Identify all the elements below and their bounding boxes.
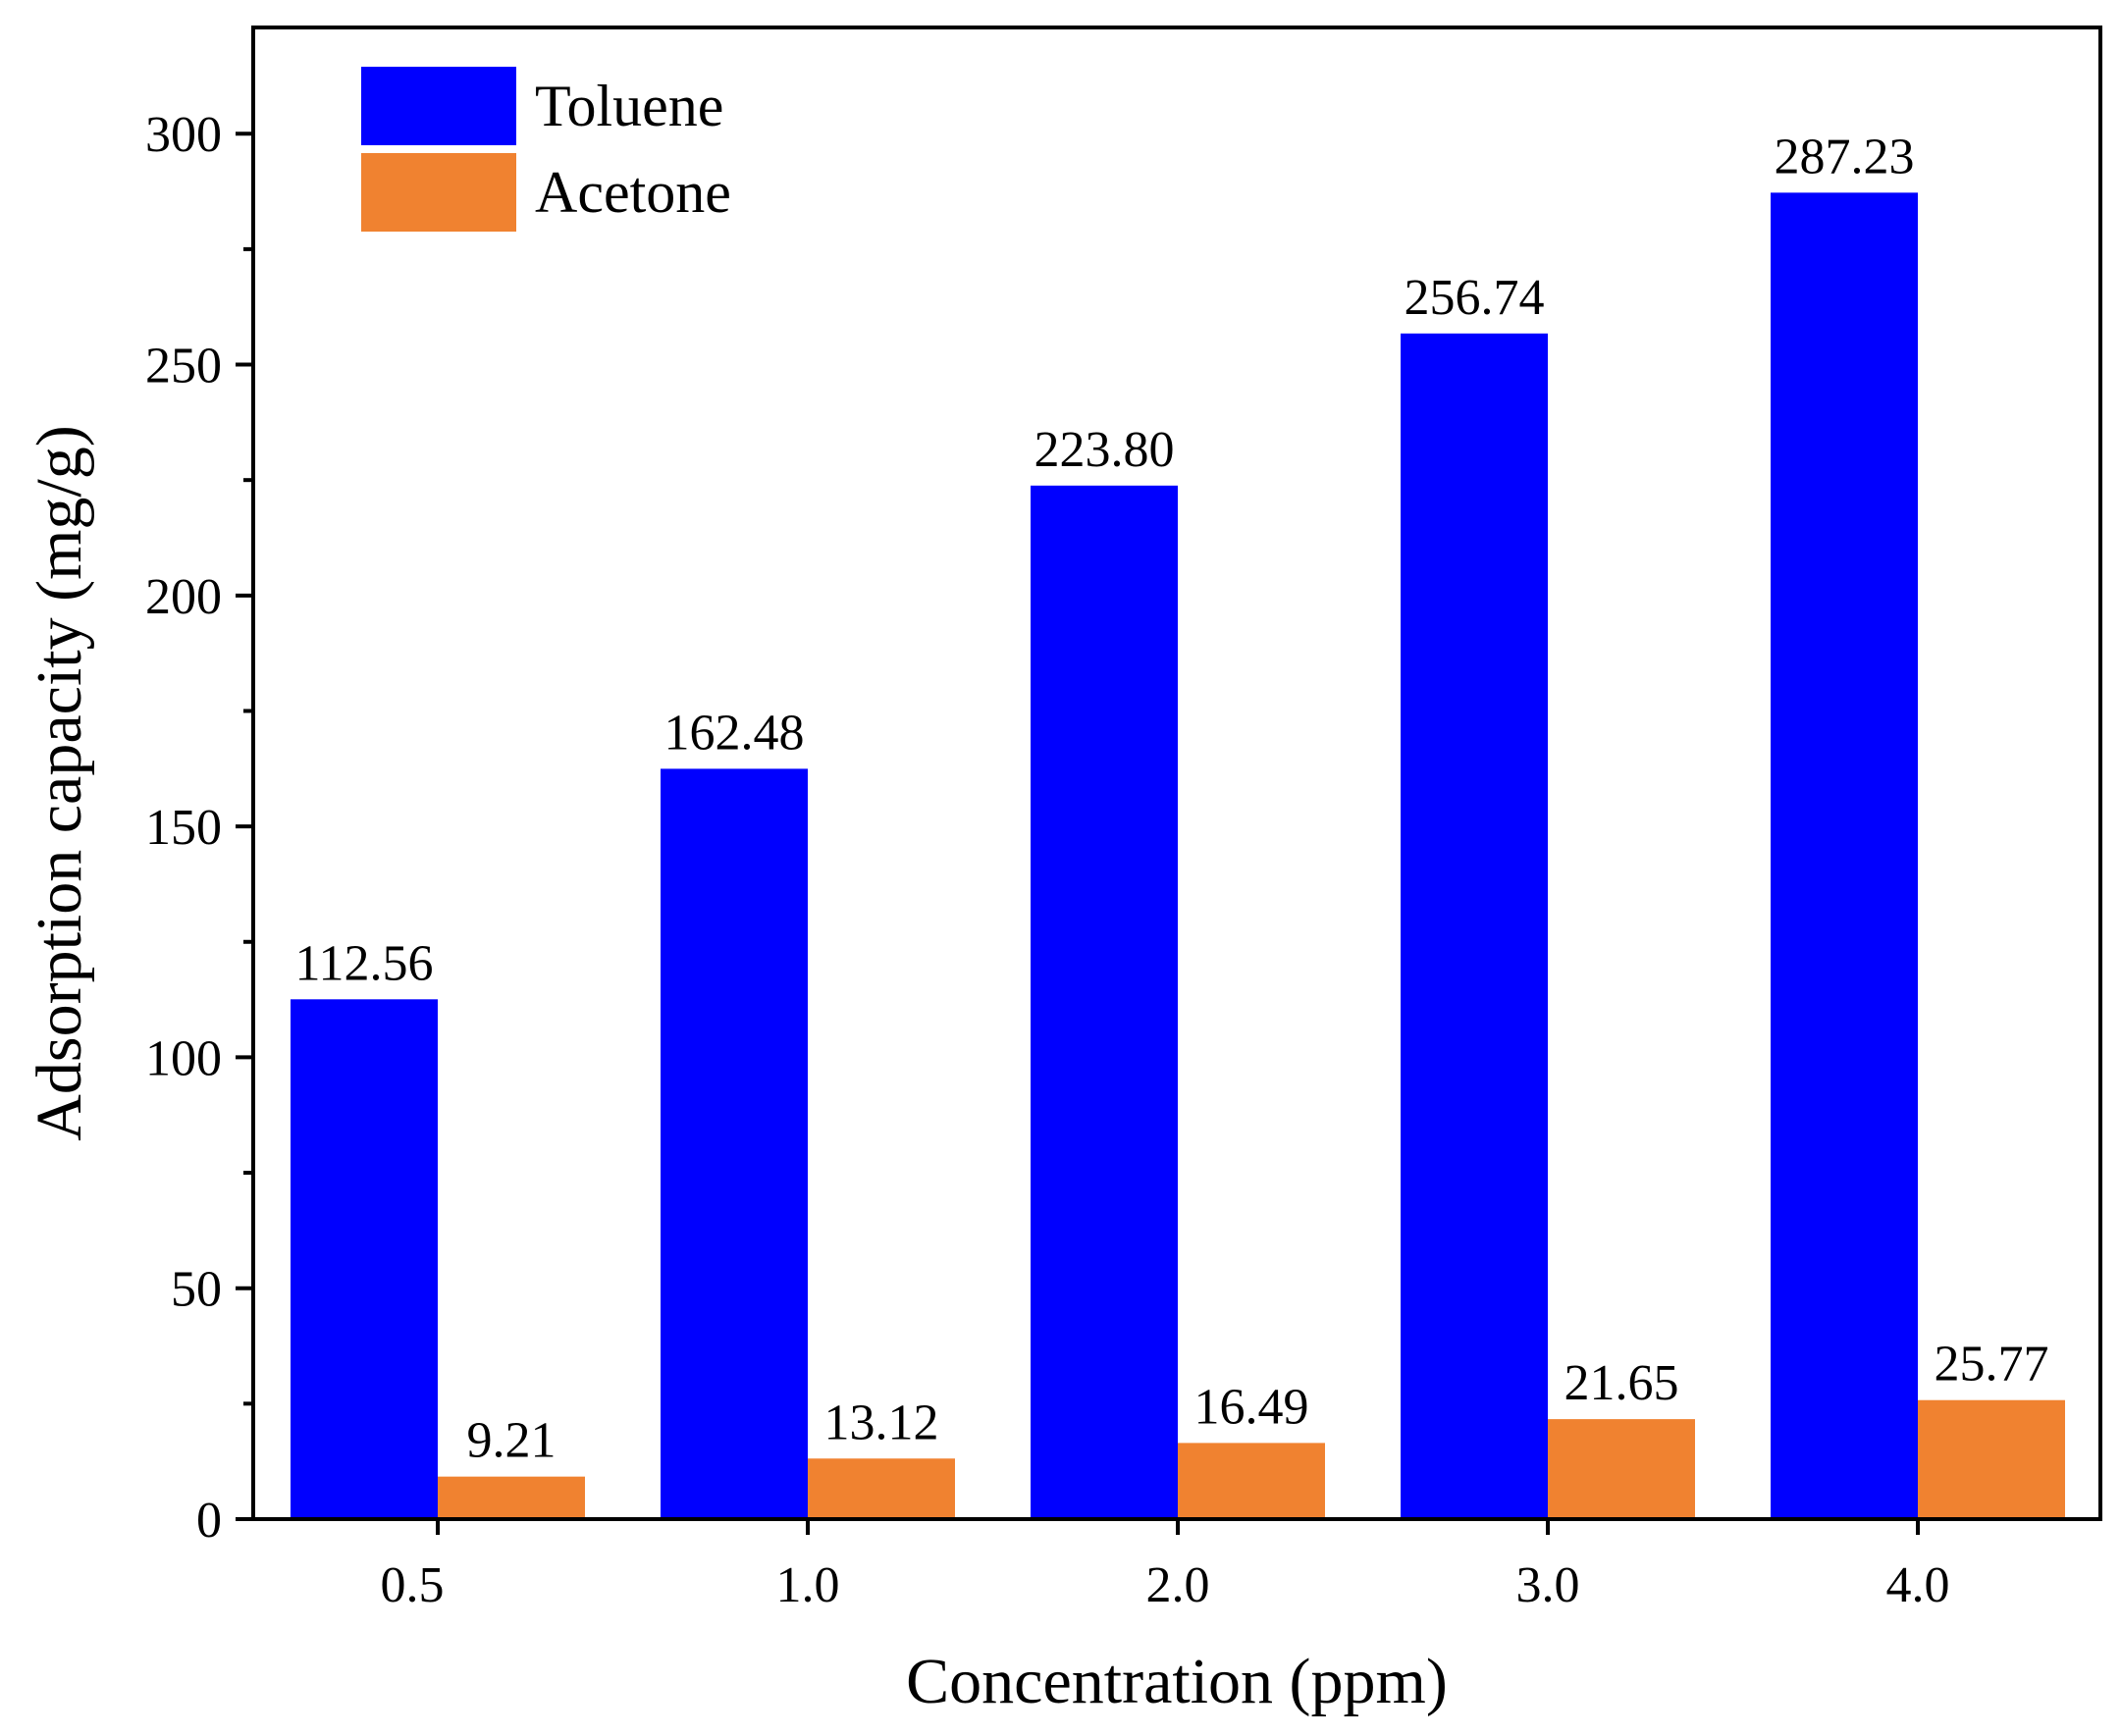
data-label-acetone-4.0: 25.77 — [1935, 1337, 2049, 1393]
x-tick-label-2.0: 2.0 — [1146, 1557, 1210, 1613]
x-tick-label-3.0: 3.0 — [1516, 1557, 1580, 1613]
axes-layer — [236, 26, 2102, 1535]
data-label-toluene-2.0: 223.80 — [1034, 422, 1175, 478]
bar-toluene-1.0 — [661, 768, 808, 1519]
data-label-acetone-0.5: 9.21 — [467, 1413, 557, 1469]
bars-layer — [291, 192, 2065, 1520]
data-label-toluene-0.5: 112.56 — [294, 935, 433, 991]
legend-label-toluene: Toluene — [535, 74, 723, 138]
data-label-toluene-1.0: 162.48 — [664, 705, 805, 761]
x-tick-label-4.0: 4.0 — [1886, 1557, 1950, 1613]
x-axis-title: Concentration (ppm) — [906, 1646, 1448, 1717]
bar-acetone-4.0 — [1918, 1399, 2065, 1519]
y-tick-label-100: 100 — [145, 1030, 222, 1086]
bar-toluene-4.0 — [1771, 192, 1918, 1520]
bar-acetone-3.0 — [1548, 1419, 1695, 1519]
y-tick-label-250: 250 — [145, 339, 222, 395]
legend-swatch-acetone — [361, 153, 516, 232]
bar-toluene-2.0 — [1031, 485, 1178, 1520]
bar-acetone-2.0 — [1178, 1443, 1325, 1519]
bar-acetone-0.5 — [438, 1476, 585, 1519]
legend: Toluene Acetone — [361, 67, 731, 232]
bar-acetone-1.0 — [808, 1458, 955, 1519]
y-axis-title: Adsorption capacity (mg/g) — [24, 425, 95, 1140]
y-tick-label-50: 50 — [171, 1262, 222, 1318]
data-label-acetone-3.0: 21.65 — [1564, 1355, 1679, 1411]
data-label-acetone-1.0: 13.12 — [824, 1394, 939, 1450]
y-tick-label-200: 200 — [145, 569, 222, 625]
x-tick-label-0.5: 0.5 — [381, 1557, 445, 1613]
y-tick-label-0: 0 — [196, 1493, 222, 1549]
y-tick-label-150: 150 — [145, 800, 222, 856]
bar-toluene-3.0 — [1401, 333, 1548, 1519]
bar-toluene-0.5 — [291, 999, 438, 1519]
data-label-toluene-4.0: 287.23 — [1775, 129, 1915, 184]
x-tick-label-1.0: 1.0 — [776, 1557, 840, 1613]
data-label-acetone-2.0: 16.49 — [1194, 1379, 1309, 1435]
y-tick-label-300: 300 — [145, 107, 222, 163]
legend-swatch-toluene — [361, 67, 516, 145]
legend-label-acetone: Acetone — [535, 160, 731, 225]
data-label-toluene-3.0: 256.74 — [1405, 270, 1545, 326]
labels-layer: 112.56 9.21 0.5 162.48 13.12 1.0 223.80 16.49 2.… — [145, 107, 2049, 1613]
